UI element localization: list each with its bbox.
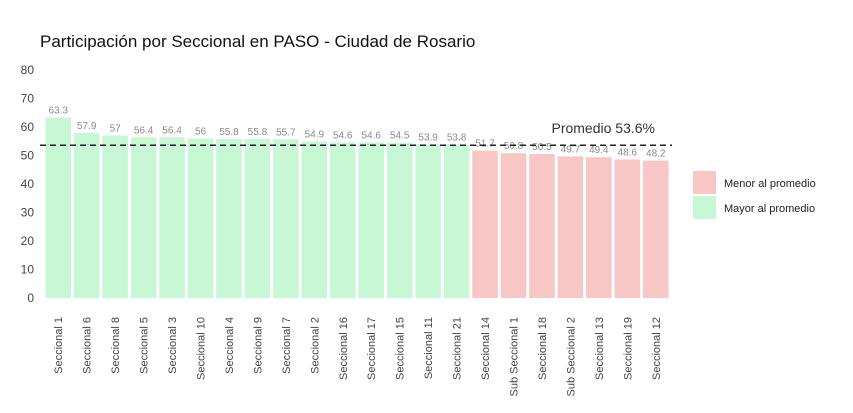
bars — [45, 117, 669, 298]
bar — [472, 150, 498, 298]
y-tick-label: 60 — [21, 120, 35, 134]
data-label: 56 — [195, 126, 207, 137]
data-labels: 63.3 57.9 57 56.4 56.4 56 55.8 55.8 55.7 54.9 54.6… — [48, 106, 665, 160]
data-label: 55.7 — [276, 127, 296, 138]
chart-title: Participación por Seccional en PASO - Ci… — [40, 32, 475, 51]
y-tick-label: 50 — [21, 149, 35, 163]
legend-entry: Mayor al promedio — [724, 203, 815, 215]
bar — [301, 141, 328, 298]
bar — [329, 142, 356, 298]
legend-entry: Menor al promedio — [724, 178, 816, 190]
data-label: 54.6 — [333, 130, 353, 141]
bar — [386, 142, 413, 298]
bar — [415, 144, 441, 298]
x-tick-label: Seccional 10 — [196, 317, 208, 380]
x-tick-label: Seccional 6 — [82, 317, 94, 374]
bar — [216, 138, 242, 298]
bar — [45, 117, 72, 298]
data-label: 55.8 — [219, 127, 239, 138]
bar — [358, 142, 385, 298]
bar — [130, 137, 157, 298]
y-tick-label: 70 — [21, 92, 35, 106]
bar — [500, 153, 527, 298]
bar — [159, 137, 185, 298]
data-label: 53.8 — [447, 133, 467, 144]
bar — [73, 132, 100, 298]
x-tick-label: Seccional 9 — [252, 317, 264, 374]
data-label: 63.3 — [48, 106, 68, 117]
x-tick-label: Seccional 15 — [395, 317, 407, 380]
bar — [102, 135, 128, 298]
x-tick-label: Seccional 16 — [338, 317, 350, 380]
bar — [557, 156, 584, 298]
data-label: 55.8 — [248, 127, 268, 138]
bar — [614, 159, 641, 298]
x-tick-label: Seccional 14 — [480, 317, 492, 380]
data-label: 50.8 — [504, 141, 524, 152]
y-axis: 0 10 20 30 40 50 60 70 80 — [21, 63, 35, 305]
x-tick-label: Seccional 1 — [53, 317, 65, 374]
data-label: 53.9 — [418, 132, 438, 143]
average-label: Promedio 53.6% — [551, 120, 655, 136]
bar — [586, 157, 612, 298]
x-tick-label: Seccional 4 — [224, 317, 236, 374]
data-label: 49.4 — [589, 145, 609, 156]
y-tick-label: 20 — [21, 234, 35, 248]
data-label: 57 — [110, 124, 122, 135]
y-tick-label: 40 — [21, 177, 35, 191]
bar — [642, 160, 669, 298]
x-tick-label: Seccional 12 — [651, 317, 663, 380]
bar — [244, 138, 271, 298]
data-label: 54.6 — [361, 130, 381, 141]
data-label: 54.9 — [305, 130, 325, 141]
x-tick-label: Seccional 11 — [423, 317, 435, 379]
y-tick-label: 0 — [27, 291, 34, 305]
x-tick-label: Seccional 19 — [622, 317, 634, 380]
legend-swatch — [693, 196, 716, 219]
data-label: 56.4 — [134, 125, 154, 136]
x-tick-label: Seccional 8 — [110, 317, 122, 374]
x-tick-label: Seccional 3 — [167, 317, 179, 374]
x-tick-label: Sub Seccional 1 — [509, 317, 521, 397]
data-label: 48.2 — [646, 149, 666, 160]
legend-swatch — [693, 171, 716, 194]
y-tick-label: 30 — [21, 206, 35, 220]
x-tick-label: Seccional 5 — [139, 317, 151, 374]
x-tick-label: Seccional 18 — [537, 317, 549, 380]
bar — [529, 154, 555, 298]
data-label: 54.5 — [390, 131, 410, 142]
x-axis: Seccional 1 Seccional 6 Seccional 8 Seccion… — [53, 317, 663, 397]
y-tick-label: 80 — [21, 63, 35, 77]
x-tick-label: Sub Seccional 2 — [565, 317, 577, 397]
bar — [187, 138, 214, 298]
data-label: 57.9 — [77, 121, 97, 132]
data-label: 51.7 — [475, 139, 495, 150]
bar — [273, 139, 299, 298]
legend: Menor al promedio Mayor al promedio — [693, 171, 816, 219]
x-tick-label: Seccional 17 — [366, 317, 378, 380]
x-tick-label: Seccional 13 — [594, 317, 606, 380]
data-label: 56.4 — [162, 125, 182, 136]
data-label: 49.7 — [561, 144, 581, 155]
y-tick-label: 10 — [21, 263, 35, 277]
data-label: 50.5 — [532, 142, 552, 153]
data-label: 48.6 — [618, 147, 638, 158]
x-tick-label: Seccional 21 — [452, 317, 464, 380]
x-tick-label: Seccional 2 — [309, 317, 321, 374]
x-tick-label: Seccional 7 — [281, 317, 293, 374]
bar — [443, 144, 470, 298]
